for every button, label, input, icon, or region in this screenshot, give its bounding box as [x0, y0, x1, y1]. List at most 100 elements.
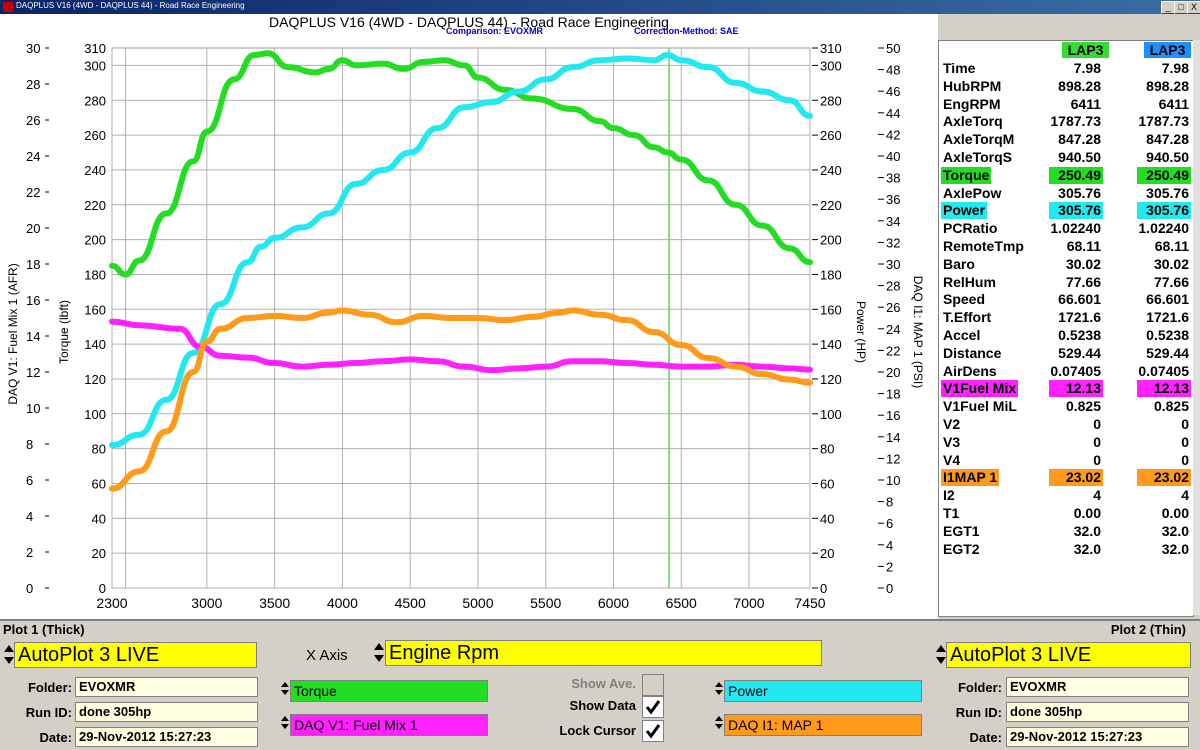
table-row: V1Fuel MiL 0.825 0.825 [939, 398, 1193, 415]
afr-tick-label: 4 [26, 509, 33, 524]
power-tick-label: 160 [820, 302, 842, 317]
plot2-folder-label: Folder: [957, 680, 1002, 695]
maximize-button[interactable]: □ [1174, 1, 1188, 14]
row-label: RelHum [943, 273, 996, 290]
row-value-2: 0.825 [1153, 398, 1189, 415]
plot2-folder-field[interactable]: EVOXMR [1006, 677, 1189, 697]
torque-tick-label: 60 [92, 476, 106, 491]
row-value-2: 7.98 [1161, 60, 1189, 76]
row-label: EGT2 [943, 540, 980, 557]
map-tick-label: 10 [886, 473, 900, 488]
torque-tick-label: 310 [84, 41, 106, 56]
row-label: HubRPM [943, 77, 1002, 94]
row-value-1: 940.50 [1058, 149, 1101, 165]
plot2-runid-label: Run ID: [955, 705, 1002, 720]
plot1-folder-field[interactable]: EVOXMR [75, 677, 258, 697]
row-label: V2 [943, 416, 961, 432]
plot1-chan1-spinner[interactable] [280, 680, 290, 700]
row-label: V3 [943, 433, 961, 450]
x-tick-label: 6500 [666, 595, 697, 611]
show-data-checkbox[interactable] [642, 696, 664, 718]
torque-tick-label: 160 [84, 302, 106, 317]
plot2-chan2-spinner[interactable] [714, 714, 724, 734]
afr-tick-label: 18 [26, 257, 40, 272]
show-ave-checkbox[interactable] [642, 674, 664, 696]
plot1-selector-spinner[interactable] [3, 642, 14, 668]
map-tick-label: 44 [886, 106, 900, 121]
x-tick-label: 5500 [530, 595, 561, 611]
plot2-chan1-spinner[interactable] [714, 680, 724, 700]
torque-tick-label: 40 [92, 511, 106, 526]
afr-tick-label: 22 [26, 185, 40, 200]
plot1-folder-label: Folder: [27, 680, 72, 695]
table-scrollbar[interactable] [1193, 40, 1200, 615]
row-value-2: 847.28 [1146, 131, 1189, 148]
table-row: Power 305.76 305.76 [939, 202, 1193, 220]
table-row: RelHum 77.66 77.66 [939, 274, 1193, 291]
row-value-2: 66.601 [1146, 291, 1189, 308]
plot2-selector-spinner[interactable] [935, 642, 946, 668]
table-row: AxleTorqS 940.50 940.50 [939, 149, 1193, 166]
torque-tick-label: 20 [92, 546, 106, 561]
x-tick-label: 6000 [598, 595, 629, 611]
row-value-1: 32.0 [1073, 522, 1101, 539]
plot2-runid-field[interactable]: done 305hp [1006, 702, 1189, 722]
row-label: V1Fuel MiL [943, 398, 1017, 415]
torque-tick-label: 120 [84, 372, 106, 387]
row-label: RemoteTmp [943, 238, 1024, 254]
torque-tick-label: 300 [84, 58, 106, 73]
table-row: V1Fuel Mix 12.13 12.13 [939, 380, 1193, 398]
x-tick-label: 4000 [327, 595, 358, 611]
table-row: EGT1 32.0 32.0 [939, 523, 1193, 540]
row-value-1: 250.49 [1049, 166, 1103, 184]
row-value-1: 1787.73 [1050, 113, 1101, 130]
plot2-date-field[interactable]: 29-Nov-2012 15:27:23 [1006, 727, 1189, 747]
plot1-channel1[interactable]: Torque [290, 680, 488, 702]
afr-tick-label: 0 [26, 581, 33, 596]
row-value-1: 68.11 [1066, 238, 1101, 254]
plot1-date-field[interactable]: 29-Nov-2012 15:27:23 [75, 727, 258, 747]
xaxis-spinner[interactable] [373, 640, 384, 666]
lock-cursor-checkbox[interactable] [642, 720, 664, 742]
plot2-selector[interactable]: AutoPlot 3 LIVE [946, 642, 1191, 668]
power-tick-label: 280 [820, 93, 842, 108]
table-row: V4 0 0 [939, 452, 1193, 469]
app-icon [3, 2, 13, 12]
table-row: V2 0 0 [939, 416, 1193, 433]
row-value-1: 305.76 [1049, 202, 1103, 220]
window-titlebar: DAQPLUS V16 (4WD - DAQPLUS 44) - Road Ra… [0, 0, 1200, 14]
map-tick-label: 6 [886, 516, 893, 531]
row-value-1: 7.98 [1073, 60, 1101, 76]
table-row: AxleTorq 1787.73 1787.73 [939, 113, 1193, 130]
row-value-1: 0 [1093, 433, 1101, 450]
power-tick-label: 260 [820, 128, 842, 143]
map-tick-label: 16 [886, 408, 900, 423]
power-tick-label: 80 [820, 442, 834, 457]
x-tick-label: 4500 [395, 595, 426, 611]
plot-area[interactable]: DAQPLUS V16 (4WD - DAQPLUS 44) - Road Ra… [0, 14, 938, 619]
plot2-channel1[interactable]: Power [724, 680, 922, 702]
map-tick-label: 30 [886, 257, 900, 272]
power-tick-label: 310 [820, 41, 842, 56]
row-value-2: 0 [1181, 451, 1189, 468]
xaxis-selector[interactable]: Engine Rpm [385, 640, 822, 666]
plot2-channel2[interactable]: DAQ I1: MAP 1 [724, 714, 922, 736]
close-button[interactable]: X [1187, 1, 1200, 14]
plot1-chan2-spinner[interactable] [280, 714, 290, 734]
map-tick-label: 4 [886, 538, 893, 553]
comparison-label: Comparison: EVOXMR [446, 26, 544, 36]
afr-tick-label: 6 [26, 473, 33, 488]
x-tick-label: 2300 [96, 595, 127, 611]
dyno-chart[interactable]: 2300 3000 3500 4000 4500 5000 5500 6000 6500 7000… [0, 14, 938, 619]
plot1-channel2[interactable]: DAQ V1: Fuel Mix 1 [290, 714, 488, 736]
plot1-selector[interactable]: AutoPlot 3 LIVE [14, 642, 257, 668]
row-value-1: 77.66 [1065, 273, 1101, 290]
row-value-1: 0.07405 [1050, 362, 1101, 379]
plot1-runid-field[interactable]: done 305hp [75, 702, 258, 722]
minimize-button[interactable]: _ [1161, 1, 1175, 14]
xaxis-label: X Axis [306, 647, 348, 664]
row-value-2: 1721.6 [1146, 309, 1189, 326]
map-tick-label: 12 [886, 451, 900, 466]
row-value-1: 0.00 [1073, 505, 1101, 521]
row-label: AxleTorqM [943, 131, 1015, 148]
